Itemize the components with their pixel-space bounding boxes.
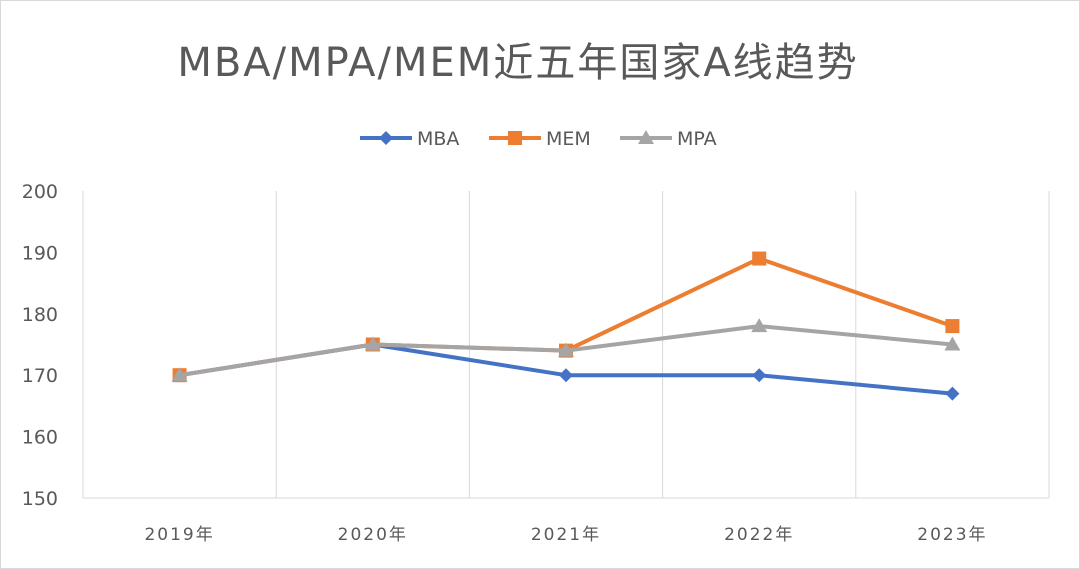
x-tick-label: 2019年: [144, 525, 214, 545]
data-point: [171, 367, 188, 382]
data-point: [944, 336, 961, 351]
y-tick-label: 160: [22, 427, 58, 449]
data-point: [752, 368, 767, 383]
y-tick-label: 190: [22, 242, 58, 264]
legend-label: MPA: [677, 128, 717, 150]
chart-title: MBA/MPA/MEM近五年国家A线趋势: [177, 40, 858, 86]
legend-label: MBA: [417, 128, 459, 150]
diamond-marker-icon: [379, 131, 393, 145]
x-tick-label: 2020年: [338, 525, 408, 545]
data-point: [945, 386, 960, 401]
series-mem: [172, 251, 960, 383]
triangle-marker-icon: [638, 130, 654, 144]
x-tick-label: 2021年: [531, 525, 601, 545]
legend-item-mba: MBA: [360, 128, 459, 150]
gridlines: [82, 191, 1050, 498]
data-point: [558, 342, 574, 357]
legend-item-mpa: MPA: [620, 128, 717, 150]
y-tick-label: 200: [22, 181, 58, 203]
legend-label: MEM: [546, 128, 591, 150]
data-point: [751, 318, 768, 333]
y-tick-label: 150: [22, 488, 58, 510]
y-axis: 150 160 170 180 190 200: [22, 181, 58, 510]
legend: MBA MEM MPA: [360, 128, 717, 150]
x-tick-label: 2023年: [917, 525, 987, 545]
series-group: [171, 251, 961, 401]
x-axis: 2019年 2020年 2021年 2022年 2023年: [83, 497, 1049, 545]
legend-item-mem: MEM: [489, 128, 591, 150]
x-tick-label: 2022年: [724, 525, 794, 545]
data-point: [364, 336, 381, 351]
y-tick-label: 180: [22, 304, 58, 326]
series-mpa: [171, 318, 961, 382]
data-point: [945, 319, 960, 334]
square-marker-icon: [508, 131, 522, 145]
data-point: [559, 368, 573, 383]
y-tick-label: 170: [22, 365, 58, 387]
data-point: [752, 251, 767, 266]
